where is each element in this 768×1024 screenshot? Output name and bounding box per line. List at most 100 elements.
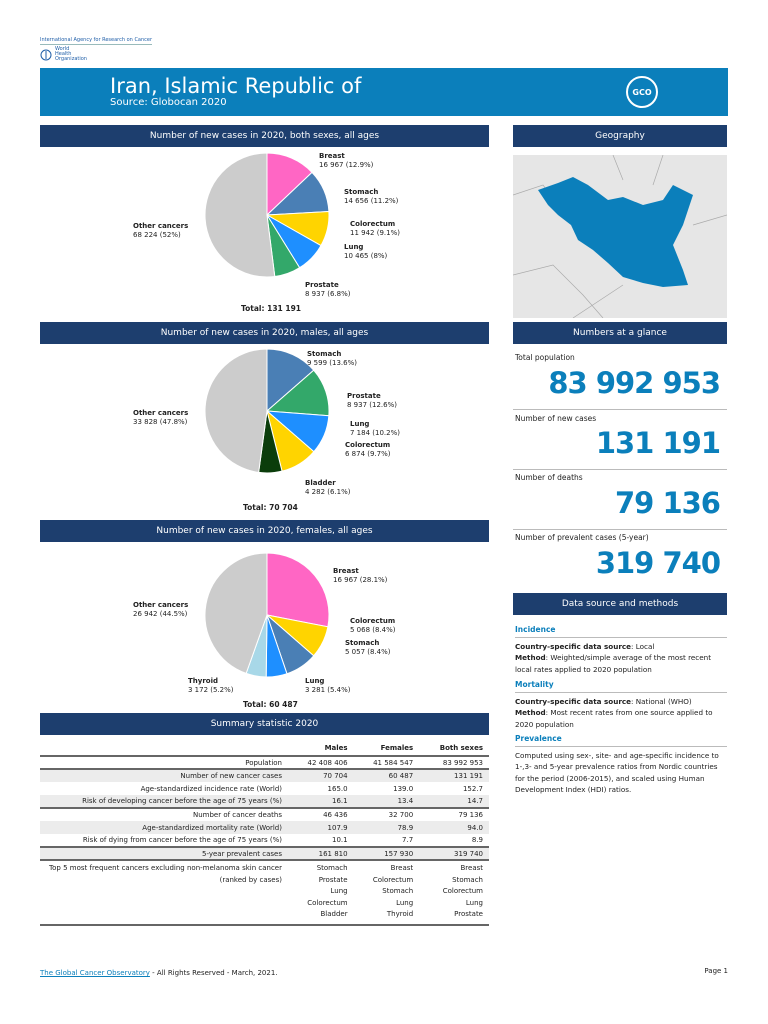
glance-value: 319 740: [595, 546, 721, 580]
table-row: Number of new cancer cases 70 704 60 487 13…: [40, 768, 489, 782]
table-cell: 32 700: [353, 807, 420, 821]
row-label: Number of new cancer cases: [40, 768, 288, 782]
label-thyroid: Thyroid 3 172 (5.2%): [188, 677, 234, 694]
label-stomach: Stomach 14 656 (11.2%): [344, 188, 399, 205]
table-cell: 10.1: [331, 836, 348, 844]
pie-chart-males: [204, 348, 330, 474]
label-other: Other cancers 33 828 (47.8%): [133, 409, 189, 426]
table-row: Age-standardized mortality rate (World) 1…: [40, 821, 489, 834]
pie-chart-both-sexes: [204, 152, 330, 278]
table-cell: 131 191: [419, 768, 489, 782]
footer: The Global Cancer Observatory - All Righ…: [40, 969, 278, 977]
table-row-top5: Top 5 most frequent cancers excluding no…: [40, 859, 489, 926]
table-cell: 14.7: [419, 795, 489, 808]
table-row: Number of cancer deaths 46 436 32 700 79 13…: [40, 807, 489, 821]
label-prostate: Prostate 8 937 (6.8%): [305, 281, 351, 298]
table-cell: 41 584 547: [373, 758, 414, 767]
table-cell: 78.9: [353, 821, 420, 834]
table-row: 5-year prevalent cases 161 810 157 930 319 …: [40, 846, 489, 860]
table-cell: 152.7: [462, 784, 483, 793]
label-colorectum: Colorectum 6 874 (9.7%): [345, 441, 391, 458]
iarc-logo: International Agency for Research on Can…: [40, 37, 153, 45]
table-cell: 46 436: [288, 807, 354, 821]
chart-title-both: Number of new cases in 2020, both sexes,…: [40, 125, 489, 147]
row-label: Age-standardized incidence rate (World): [140, 784, 282, 793]
top5-females: Breast Colorectum Stomach Lung Thyroid: [353, 859, 420, 926]
label-stomach: Stomach 5 057 (8.4%): [345, 639, 391, 656]
table-cell: 319 740: [419, 846, 489, 860]
row-label: Risk of developing cancer before the age…: [40, 795, 288, 808]
page-header: Iran, Islamic Republic of Source: Globoc…: [40, 68, 728, 116]
chart-total: Total: 131 191: [241, 304, 302, 313]
glance-title: Numbers at a glance: [513, 322, 727, 344]
label-breast: Breast 16 967 (28.1%): [333, 567, 388, 584]
label-lung: Lung 3 281 (5.4%): [305, 677, 351, 694]
row-label: Population: [245, 758, 282, 767]
label-bladder: Bladder 4 282 (6.1%): [305, 479, 351, 496]
chart-total: Total: 60 487: [243, 700, 298, 709]
label-colorectum: Colorectum 5 068 (8.4%): [350, 617, 396, 634]
table-row: Risk of dying from cancer before the age…: [40, 834, 489, 847]
table-cell: 139.0: [393, 784, 414, 793]
chart-title-males: Number of new cases in 2020, males, all …: [40, 322, 489, 344]
chart-title-females: Number of new cases in 2020, females, al…: [40, 520, 489, 542]
gco-logo: GCO: [626, 76, 658, 108]
table-cell: 60 487: [353, 768, 420, 782]
table-cell: 7.7: [402, 836, 414, 844]
pie-slice-breast: [266, 552, 330, 628]
table-cell: 161 810: [288, 846, 354, 860]
prevalence-section: Prevalence Computed using sex-, site- an…: [515, 733, 727, 796]
top5-males: Stomach Prostate Lung Colorectum Bladder: [288, 859, 354, 926]
glance-label: Total population: [515, 353, 575, 362]
row-label: Age-standardized mortality rate (World): [40, 821, 288, 834]
summary-table: Males Females Both sexes Population 42 408 …: [40, 741, 489, 926]
table-cell: 94.0: [419, 821, 489, 834]
table-cell: 107.9: [288, 821, 354, 834]
iran-shape: [538, 177, 693, 287]
glance-value: 79 136: [615, 486, 721, 520]
table-cell: 83 992 953: [442, 758, 483, 767]
gco-link[interactable]: The Global Cancer Observatory: [40, 969, 150, 977]
label-breast: Breast 16 967 (12.9%): [319, 152, 374, 169]
glance-label: Number of new cases: [515, 414, 597, 423]
glance-value: 131 191: [595, 426, 721, 460]
label-prostate: Prostate 8 937 (12.6%): [347, 392, 397, 409]
pie-slice-other-cancers: [204, 348, 268, 473]
datasource-title: Data source and methods: [513, 593, 727, 615]
label-stomach: Stomach 9 599 (13.6%): [307, 350, 357, 367]
who-name: World Health Organization: [55, 46, 87, 62]
chart-total: Total: 70 704: [243, 503, 298, 512]
top5-both: Breast Stomach Colorectum Lung Prostate: [419, 859, 489, 926]
pie-slice-stomach: [266, 348, 315, 413]
geography-map: [513, 155, 727, 318]
page-title: Iran, Islamic Republic of: [110, 74, 362, 98]
table-cell: 70 704: [288, 768, 354, 782]
row-label: Number of cancer deaths: [40, 807, 288, 821]
pie-slice-other-cancers: [204, 552, 268, 675]
label-other: Other cancers 26 942 (44.5%): [133, 601, 189, 618]
table-cell: 13.4: [353, 795, 420, 808]
row-label: 5-year prevalent cases: [40, 846, 288, 860]
label-colorectum: Colorectum 11 942 (9.1%): [350, 220, 400, 237]
table-cell: 79 136: [419, 807, 489, 821]
page-number: Page 1: [704, 967, 728, 975]
mortality-section: Mortality Country-specific data source: …: [515, 679, 727, 730]
incidence-section: Incidence Country-specific data source: …: [515, 624, 727, 675]
table-cell: 42 408 406: [307, 758, 348, 767]
page-subtitle: Source: Globocan 2020: [110, 97, 227, 108]
table-cell: 16.1: [288, 795, 354, 808]
label-lung: Lung 10 465 (8%): [344, 243, 388, 260]
pie-chart-females: [204, 552, 330, 678]
table-row: Population 42 408 406 41 584 547 83 992 953: [40, 756, 489, 769]
who-logo: World Health Organization: [40, 46, 87, 62]
row-label: Risk of dying from cancer before the age…: [82, 836, 282, 844]
table-cell: 165.0: [327, 784, 348, 793]
who-emblem-icon: [40, 49, 52, 60]
table-cell: 8.9: [471, 836, 483, 844]
glance-value: 83 992 953: [548, 366, 721, 400]
table-row: Age-standardized incidence rate (World) 1…: [40, 782, 489, 795]
summary-title: Summary statistic 2020: [40, 713, 489, 735]
label-lung: Lung 7 184 (10.2%): [350, 420, 400, 437]
label-other: Other cancers 68 224 (52%): [133, 222, 189, 239]
table-cell: 157 930: [353, 846, 420, 860]
